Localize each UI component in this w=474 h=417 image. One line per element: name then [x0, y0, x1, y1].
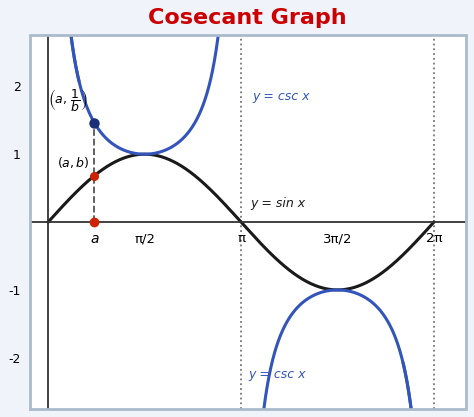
- Text: y = sin x: y = sin x: [250, 196, 305, 210]
- Bar: [30, 35, 465, 409]
- Text: π/2: π/2: [134, 232, 155, 245]
- Text: $\left(a,\,\dfrac{1}{b}\right)$: $\left(a,\,\dfrac{1}{b}\right)$: [48, 88, 88, 114]
- Text: $(a, b)$: $(a, b)$: [56, 156, 89, 171]
- Text: 2π: 2π: [426, 232, 442, 245]
- Text: 3π/2: 3π/2: [323, 232, 352, 245]
- Text: a: a: [90, 232, 99, 246]
- Title: Cosecant Graph: Cosecant Graph: [148, 8, 347, 28]
- Text: y = csc x: y = csc x: [248, 368, 306, 381]
- Text: y = csc x: y = csc x: [252, 90, 310, 103]
- Text: π: π: [237, 232, 245, 245]
